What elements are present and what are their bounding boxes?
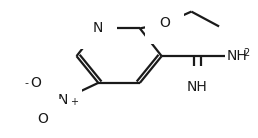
Text: O: O <box>30 76 41 90</box>
Text: +: + <box>70 97 78 107</box>
Text: O: O <box>159 16 170 30</box>
Text: N: N <box>93 21 103 35</box>
Text: O: O <box>37 112 48 127</box>
Text: -: - <box>24 78 28 88</box>
Text: NH: NH <box>227 49 248 63</box>
Text: NH: NH <box>187 80 208 94</box>
Text: 2: 2 <box>243 48 249 58</box>
Text: N: N <box>58 93 68 107</box>
